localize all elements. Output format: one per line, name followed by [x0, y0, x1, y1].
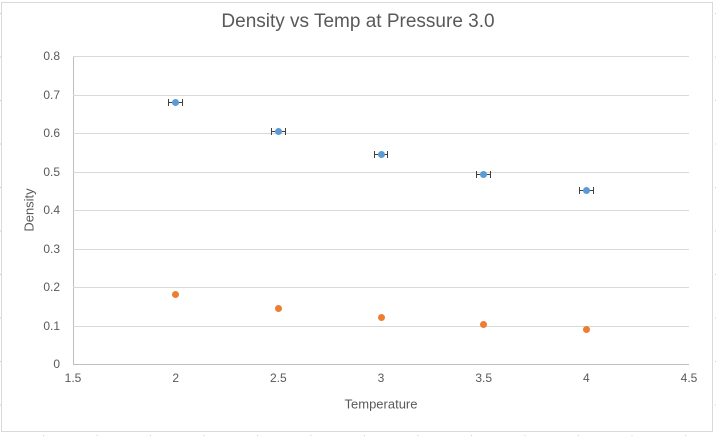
y-tick-label: 0.8	[43, 49, 60, 63]
x-tick-label: 1.5	[64, 371, 82, 385]
x-error-bar-cap-right	[181, 98, 183, 106]
gridline	[73, 133, 689, 134]
data-point-series-1-blue	[274, 128, 282, 136]
x-error-bar-cap-left	[579, 187, 581, 195]
chart-title: Density vs Temp at Pressure 3.0	[221, 11, 495, 32]
data-point-series-2-orange	[480, 320, 488, 328]
x-axis-line	[73, 364, 689, 365]
data-point-series-2-orange	[582, 325, 590, 333]
data-point-series-1-blue	[480, 171, 488, 179]
data-point-series-2-orange	[274, 305, 282, 313]
y-tick-label: 0.2	[43, 280, 60, 294]
gridline	[73, 210, 689, 211]
x-error-bar-cap-left	[476, 171, 478, 179]
x-tick-label: 2.5	[269, 371, 287, 385]
y-tick-label: 0.4	[43, 203, 60, 217]
x-error-bar-cap-right	[592, 187, 594, 195]
data-point-series-1-blue	[377, 150, 385, 158]
x-tick-label: 3	[377, 371, 385, 385]
x-error-bar-cap-right	[284, 128, 286, 136]
x-tick-label: 4	[582, 371, 590, 385]
gridline	[73, 95, 689, 96]
data-point-series-1-blue	[172, 98, 180, 106]
spreadsheet-row-gridline-stubs-left	[0, 13, 1, 436]
gridline	[73, 172, 689, 173]
y-tick-label: 0	[53, 357, 60, 371]
gridline	[73, 249, 689, 250]
data-point-series-2-orange	[377, 314, 385, 322]
gridline	[73, 56, 689, 57]
x-axis-title: Temperature	[344, 396, 418, 412]
y-tick-label: 0.6	[43, 126, 60, 140]
plot-area: 0 0.1 0.2 0.3 0.4 0.5 0.6 0.7 0.8 1.5 2 2.5 3 3.5 4 4.5	[43, 49, 697, 385]
y-tick-label: 0.5	[43, 165, 60, 179]
x-error-bar-cap-right	[387, 150, 389, 158]
y-axis-title: Density	[21, 188, 37, 232]
data-point-series-2-orange	[172, 291, 180, 299]
y-tick-label: 0.7	[43, 88, 60, 102]
x-tick-label: 3.5	[475, 371, 492, 385]
x-tick-label: 4.5	[680, 371, 698, 385]
data-point-series-1-blue	[582, 187, 590, 195]
x-error-bar-cap-left	[271, 128, 273, 136]
x-error-bar-cap-right	[489, 171, 491, 179]
y-tick-label: 0.3	[43, 242, 60, 256]
gridline	[73, 287, 689, 288]
x-error-bar-cap-left	[168, 98, 170, 106]
x-tick-label: 2	[172, 371, 179, 385]
gridline	[73, 326, 689, 327]
x-error-bar-cap-left	[373, 150, 375, 158]
y-tick-label: 0.1	[43, 319, 60, 333]
